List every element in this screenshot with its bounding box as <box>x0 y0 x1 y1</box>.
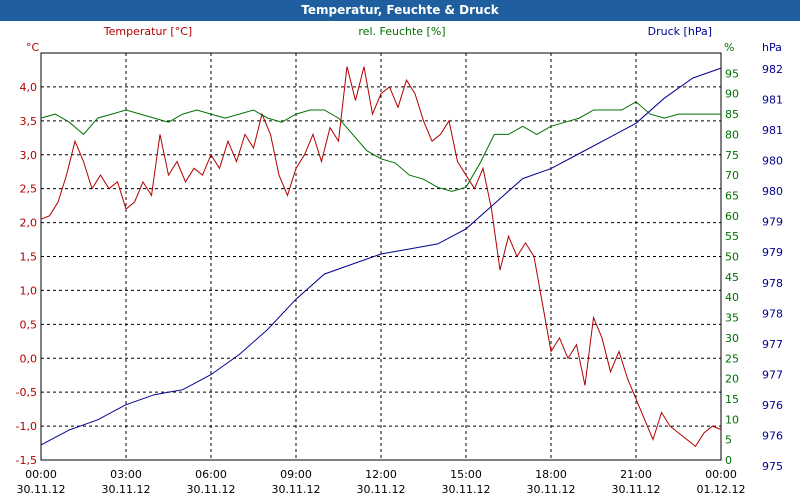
x-date-label: 30.11.12 <box>17 483 66 496</box>
chart-area: Temperatur [°C] rel. Feuchte [%] Druck [… <box>0 21 800 500</box>
temperature-tick-label: -1,0 <box>16 420 37 433</box>
x-date-label: 30.11.12 <box>612 483 661 496</box>
temperature-tick-label: 3,0 <box>20 149 38 162</box>
x-date-label: 30.11.12 <box>272 483 321 496</box>
temperature-tick-label: 4,0 <box>20 81 38 94</box>
x-tick-label: 06:00 <box>195 468 227 481</box>
pressure-tick-label: 979 <box>762 216 783 229</box>
pressure-tick-label: 976 <box>762 399 783 412</box>
temperature-line <box>40 66 722 448</box>
pressure-line <box>40 67 722 446</box>
x-date-label: 01.12.12 <box>697 483 746 496</box>
pressure-tick-label: 975 <box>762 460 783 473</box>
humidity-tick-label: 5 <box>725 434 732 447</box>
pressure-unit: hPa <box>762 41 782 54</box>
pressure-tick-label: 979 <box>762 246 783 259</box>
pressure-tick-label: 980 <box>762 185 783 198</box>
chart-title: Temperatur, Feuchte & Druck <box>0 0 800 21</box>
pressure-tick-label: 981 <box>762 124 783 137</box>
temperature-tick-label: 0,5 <box>20 318 38 331</box>
x-tick-label: 03:00 <box>110 468 142 481</box>
x-tick-label: 21:00 <box>620 468 652 481</box>
series-lines <box>40 66 722 448</box>
humidity-tick-label: 70 <box>725 169 739 182</box>
pressure-tick-label: 981 <box>762 94 783 107</box>
x-date-label: 30.11.12 <box>527 483 576 496</box>
humidity-tick-label: 85 <box>725 108 739 121</box>
temperature-tick-label: -0,5 <box>16 386 37 399</box>
temperature-tick-label: 3,5 <box>20 115 38 128</box>
humidity-tick-label: 15 <box>725 393 739 406</box>
pressure-tick-label: 976 <box>762 429 783 442</box>
x-tick-label: 00:00 <box>25 468 57 481</box>
temperature-tick-label: 2,5 <box>20 183 38 196</box>
humidity-tick-label: 30 <box>725 332 739 345</box>
temperature-tick-label: 1,5 <box>20 251 38 264</box>
humidity-tick-label: 65 <box>725 189 739 202</box>
x-date-label: 30.11.12 <box>442 483 491 496</box>
pressure-tick-label: 980 <box>762 155 783 168</box>
plot-border <box>40 52 722 461</box>
humidity-tick-label: 45 <box>725 271 739 284</box>
tick-labels: 4,03,53,02,52,01,51,00,50,0-0,5-1,0-1,50… <box>16 63 783 496</box>
humidity-tick-label: 75 <box>725 149 739 162</box>
temperature-tick-label: 1,0 <box>20 284 38 297</box>
humidity-tick-label: 90 <box>725 88 739 101</box>
plot-frame <box>40 52 722 461</box>
humidity-tick-label: 95 <box>725 67 739 80</box>
pressure-tick-label: 982 <box>762 63 783 76</box>
temperature-tick-label: 0,0 <box>20 352 38 365</box>
chart-svg: Temperatur [°C] rel. Feuchte [%] Druck [… <box>16 25 783 496</box>
pressure-tick-label: 978 <box>762 307 783 320</box>
temperature-tick-label: 2,0 <box>20 217 38 230</box>
humidity-tick-label: 35 <box>725 312 739 325</box>
grid <box>41 53 721 460</box>
pressure-tick-label: 977 <box>762 338 783 351</box>
x-tick-label: 00:00 <box>705 468 737 481</box>
temperature-axis-label: Temperatur [°C] <box>103 25 192 38</box>
x-date-label: 30.11.12 <box>102 483 151 496</box>
humidity-tick-label: 40 <box>725 291 739 304</box>
humidity-axis-label: rel. Feuchte [%] <box>358 25 445 38</box>
pressure-axis-label: Druck [hPa] <box>648 25 712 38</box>
x-date-label: 30.11.12 <box>187 483 236 496</box>
x-date-label: 30.11.12 <box>357 483 406 496</box>
x-tick-label: 09:00 <box>280 468 312 481</box>
temperature-tick-label: -1,5 <box>16 454 37 467</box>
humidity-tick-label: 50 <box>725 251 739 264</box>
humidity-tick-label: 10 <box>725 413 739 426</box>
humidity-tick-label: 55 <box>725 230 739 243</box>
pressure-tick-label: 978 <box>762 277 783 290</box>
x-tick-label: 18:00 <box>535 468 567 481</box>
humidity-tick-label: 60 <box>725 210 739 223</box>
x-tick-label: 15:00 <box>450 468 482 481</box>
x-tick-label: 12:00 <box>365 468 397 481</box>
temperature-unit: °C <box>26 41 40 54</box>
humidity-tick-label: 25 <box>725 352 739 365</box>
humidity-line <box>40 101 721 192</box>
humidity-tick-label: 0 <box>725 454 732 467</box>
pressure-tick-label: 977 <box>762 368 783 381</box>
humidity-tick-label: 80 <box>725 128 739 141</box>
humidity-unit: % <box>724 41 734 54</box>
humidity-tick-label: 20 <box>725 373 739 386</box>
